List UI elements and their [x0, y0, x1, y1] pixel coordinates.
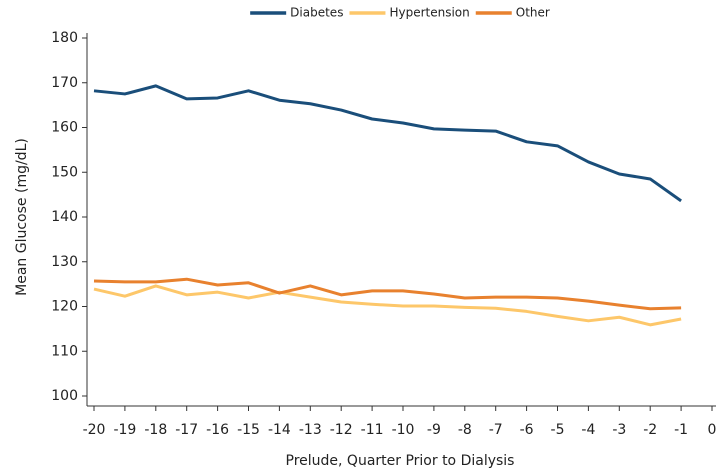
x-tick-label: -15	[237, 422, 260, 438]
y-tick-label: 120	[51, 299, 78, 315]
x-tick-label: -2	[643, 422, 657, 438]
x-tick-label: -1	[674, 422, 688, 438]
y-tick-label: 100	[51, 388, 78, 404]
legend-label: Diabetes	[290, 6, 343, 20]
y-tick-label: 150	[51, 164, 78, 180]
x-tick-label: -5	[551, 422, 565, 438]
x-tick-label: -14	[268, 422, 291, 438]
y-tick-label: 110	[51, 343, 78, 359]
y-tick-label: 140	[51, 209, 78, 225]
x-tick-label: -13	[299, 422, 322, 438]
x-tick-label: 0	[708, 422, 717, 438]
x-tick-label: -16	[206, 422, 229, 438]
x-tick-label: -9	[427, 422, 441, 438]
x-tick-label: -17	[175, 422, 198, 438]
series-line	[93, 84, 682, 203]
x-tick-label: -18	[144, 422, 167, 438]
series-line	[93, 277, 682, 311]
x-tick-label: -8	[458, 422, 472, 438]
series-line	[93, 284, 682, 327]
x-tick-label: -12	[330, 422, 353, 438]
x-tick-label: -7	[489, 422, 503, 438]
x-tick-label: -3	[612, 422, 626, 438]
legend-label: Hypertension	[389, 6, 469, 20]
x-tick-label: -20	[83, 422, 106, 438]
y-tick-label: 160	[51, 120, 78, 136]
x-tick-label: -10	[392, 422, 415, 438]
x-tick-label: -4	[581, 422, 595, 438]
y-axis-label: Mean Glucose (mg/dL)	[14, 138, 30, 296]
x-axis-label: Prelude, Quarter Prior to Dialysis	[286, 453, 515, 469]
y-tick-label: 130	[51, 254, 78, 270]
x-tick-label: -11	[361, 422, 384, 438]
x-tick-label: -19	[113, 422, 136, 438]
legend-label: Other	[516, 6, 550, 20]
y-tick-label: 180	[51, 30, 78, 46]
x-tick-label: -6	[520, 422, 534, 438]
y-tick-label: 170	[51, 75, 78, 91]
